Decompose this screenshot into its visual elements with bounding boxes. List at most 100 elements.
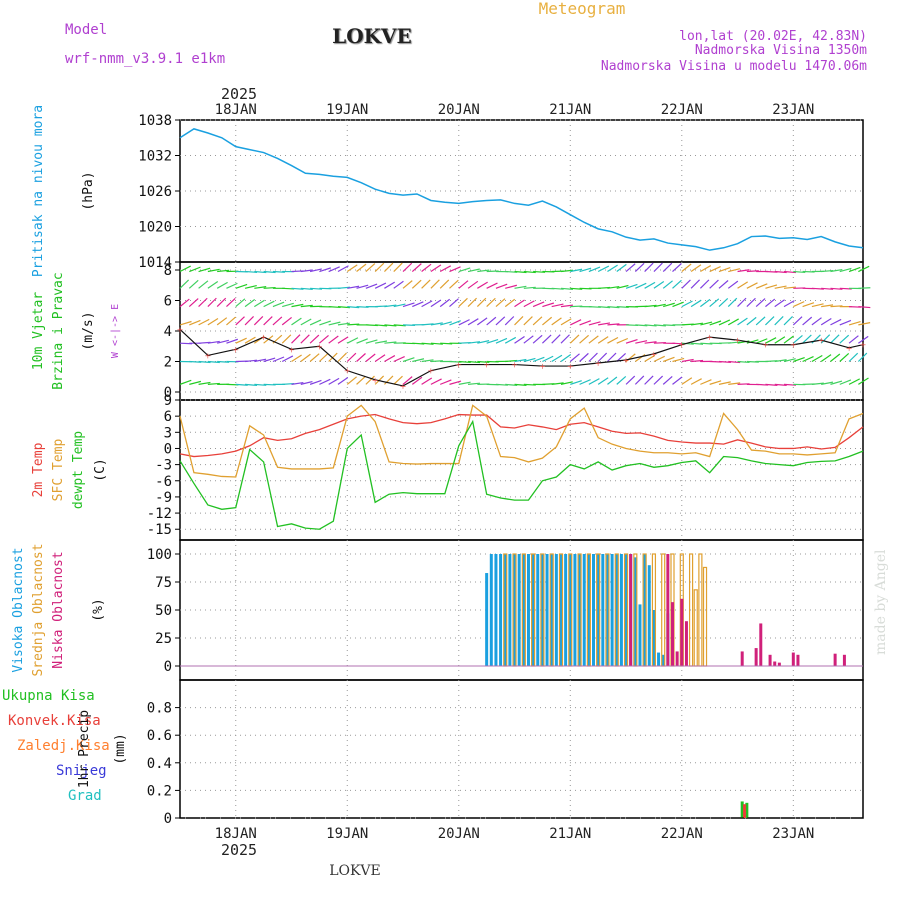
wind-barb: [551, 303, 564, 308]
wind-barb: [495, 298, 506, 308]
wind-barb: [792, 334, 803, 344]
wind-barb: [337, 336, 349, 344]
wind-barb: [458, 319, 470, 326]
wind-barb: [291, 317, 302, 326]
wind-speed-marker: +: [261, 332, 267, 344]
wind-barb: [421, 323, 434, 326]
wind-speed-marker: +: [233, 344, 239, 356]
wind-barb: [700, 379, 712, 385]
wind-barb: [328, 335, 339, 344]
wind-barb: [337, 286, 350, 289]
wind-barb: [699, 279, 710, 289]
wind-barb: [337, 377, 349, 385]
wind-barb: [551, 382, 564, 385]
wind-barb: [700, 298, 711, 308]
wind-barb: [495, 283, 508, 289]
wind-barb: [514, 299, 525, 308]
wind-barb: [393, 262, 403, 272]
wind-barb: [439, 298, 451, 308]
high-cloud-bar: [615, 554, 619, 666]
wind-barb: [291, 381, 304, 385]
wind-barb: [356, 375, 366, 385]
wind-barb: [337, 306, 350, 309]
high-cloud-bar: [601, 554, 605, 666]
wind-speed-marker: +: [762, 340, 768, 352]
wind-barb: [765, 316, 775, 326]
wind-barb: [346, 376, 357, 385]
wind-barb: [746, 297, 756, 308]
wind-barb: [402, 376, 413, 385]
wind-barb: [560, 381, 573, 385]
wind-barb: [783, 358, 796, 363]
x-tick-label-bottom: 21JAN: [549, 826, 591, 842]
year-bottom: 2025: [221, 841, 257, 859]
wind-barb: [356, 338, 368, 344]
wind-barb: [439, 279, 450, 289]
wind-speed-marker: +: [316, 341, 322, 353]
wind-barb: [551, 317, 562, 326]
x-tick-label-top: 21JAN: [549, 102, 591, 118]
wind-barb: [588, 352, 598, 362]
wind-barb: [691, 359, 704, 363]
wind-barb: [634, 375, 645, 385]
wind-barb: [514, 270, 527, 274]
wind-barb: [207, 360, 220, 364]
high-cloud-bar: [513, 554, 517, 666]
wind-speed-marker: +: [511, 360, 517, 372]
high-cloud-bar: [605, 554, 609, 666]
wind-barb: [830, 334, 840, 344]
credit-text: made by Angel: [873, 549, 889, 655]
wind-barb: [625, 375, 636, 385]
wind-barb: [681, 358, 694, 363]
low-cloud-bar: [740, 651, 744, 666]
wind-barb: [505, 284, 517, 289]
wind-barb: [616, 376, 627, 385]
y-tick-label: -9: [155, 490, 172, 506]
wind-speed-marker: +: [623, 355, 629, 367]
wind-barb: [560, 353, 572, 362]
panel-frame-temperature: [179, 399, 864, 541]
wind-speed-marker: +: [651, 349, 657, 361]
wind-barb: [820, 354, 832, 362]
wind-barb: [848, 266, 861, 273]
wind-barb: [532, 356, 545, 363]
wind-barb: [216, 317, 228, 326]
y-axis-label: 10m Vjetar: [31, 292, 46, 370]
wind-barb: [207, 297, 217, 308]
wind-barb: [281, 316, 292, 326]
low-cloud-bar: [680, 598, 684, 666]
wind-barb: [644, 375, 654, 385]
wind-barb: [188, 298, 199, 308]
wind-barb: [514, 383, 527, 386]
wind-barb: [300, 318, 312, 326]
wind-barb: [718, 280, 729, 289]
low-cloud-bar: [773, 661, 777, 666]
y-tick-label: 8: [164, 263, 172, 279]
wind-barb: [663, 302, 675, 308]
conv-precip-bar: [743, 804, 747, 818]
wind-barb: [607, 323, 620, 326]
y-tick-label: -15: [147, 522, 172, 538]
wind-barb: [235, 383, 248, 386]
wind-barb: [198, 267, 211, 273]
wind-barb: [430, 279, 440, 289]
high-cloud-bar: [652, 610, 656, 666]
x-tick-label-bottom: 18JAN: [215, 826, 257, 842]
wind-barb: [821, 269, 834, 273]
wind-barb: [328, 266, 340, 273]
wind-barb: [347, 323, 360, 326]
wind-barb: [616, 263, 627, 273]
wind-barb: [347, 285, 360, 289]
wind-speed-marker: +: [595, 358, 601, 370]
wind-barb: [328, 352, 338, 362]
y-axis-label: dewpt Temp: [71, 431, 86, 509]
wind-barb: [774, 336, 786, 344]
wind-barb: [439, 265, 452, 273]
wind-barb: [263, 316, 273, 326]
high-cloud-bar: [489, 554, 493, 666]
wind-barb: [811, 382, 824, 385]
low-cloud-bar: [833, 653, 837, 666]
wind-barb: [198, 381, 211, 385]
y-tick-label: 3: [164, 425, 172, 441]
wind-barb: [718, 297, 729, 308]
